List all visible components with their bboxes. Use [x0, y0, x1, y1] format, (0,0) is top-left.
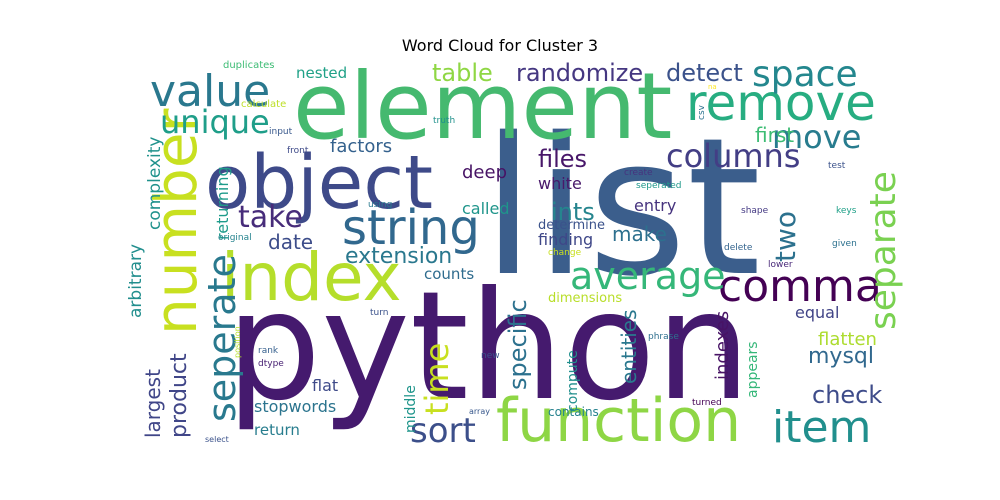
- word-move: move: [772, 118, 861, 156]
- word-average: average: [570, 254, 726, 298]
- word-na: na: [708, 83, 717, 91]
- word-table: table: [432, 59, 493, 87]
- word-factors: factors: [330, 136, 392, 157]
- word-randomize: randomize: [516, 59, 643, 87]
- word-value: value: [150, 66, 270, 117]
- word-create: create: [624, 168, 653, 178]
- word-deep: deep: [462, 162, 507, 183]
- word-turn: turn: [370, 308, 388, 318]
- word-appears: appears: [745, 341, 761, 398]
- word-item: item: [772, 402, 871, 453]
- word-check: check: [812, 381, 882, 409]
- word-sort: sort: [410, 411, 476, 451]
- word-dimensions: dimensions: [548, 291, 622, 306]
- word-entry: entry: [634, 196, 676, 215]
- word-indexes: indexes: [712, 311, 733, 380]
- word-compute: compute: [565, 350, 581, 412]
- word-return: return: [254, 421, 300, 439]
- word-stopwords: stopwords: [254, 397, 336, 416]
- word-delete: delete: [724, 243, 753, 253]
- word-turned: turned: [692, 398, 722, 408]
- word-date: date: [268, 230, 313, 254]
- word-input: input: [269, 127, 293, 137]
- word-product: product: [167, 353, 192, 438]
- word-middle: middle: [403, 385, 419, 433]
- word-keys: keys: [836, 206, 857, 216]
- word-array: array: [469, 407, 490, 416]
- word-finding: finding: [538, 230, 593, 249]
- word-number: number: [142, 108, 210, 335]
- word-two: two: [769, 211, 802, 262]
- word-list: list: [482, 97, 761, 318]
- word-object: object: [205, 140, 433, 226]
- word-position: position: [233, 326, 242, 358]
- word-select: select: [205, 435, 229, 444]
- word-given: given: [832, 239, 857, 249]
- word-remove: remove: [686, 74, 876, 132]
- chart-title: Word Cloud for Cluster 3: [401, 36, 599, 55]
- word-extension: extension: [345, 244, 452, 269]
- word-string: string: [342, 200, 480, 256]
- word-truth: truth: [433, 116, 455, 126]
- word-columns: columns: [666, 137, 800, 175]
- word-time: time: [418, 343, 456, 415]
- word-change: change: [548, 248, 582, 258]
- word-csv: csv: [697, 104, 707, 120]
- word-detect: detect: [666, 59, 743, 87]
- word-front: front: [287, 146, 309, 156]
- word-take: take: [238, 200, 303, 235]
- word-python: python: [226, 260, 751, 434]
- word-calculate: calculate: [241, 99, 286, 110]
- word-ints: ints: [551, 198, 595, 226]
- word-duplicates: duplicates: [223, 60, 275, 71]
- word-space: space: [752, 54, 858, 95]
- word-separate: separate: [863, 171, 904, 330]
- word-arbitrary: arbitrary: [126, 244, 146, 318]
- word-using: using: [368, 200, 392, 210]
- word-called: called: [462, 199, 510, 218]
- word-complexity: complexity: [145, 137, 165, 231]
- word-unique: unique: [160, 103, 270, 141]
- word-white: white: [538, 174, 582, 193]
- word-largest: largest: [141, 369, 165, 438]
- word-element: element: [293, 53, 672, 160]
- word-counts: counts: [424, 265, 474, 283]
- word-index: index: [221, 239, 402, 316]
- word-new: new: [481, 351, 500, 361]
- word-dtype: dtype: [258, 359, 284, 369]
- word-make: make: [612, 222, 667, 246]
- word-nested: nested: [296, 64, 347, 82]
- word-test: test: [828, 161, 846, 171]
- word-equal: equal: [795, 303, 839, 322]
- word-determine: determine: [538, 218, 605, 233]
- word-returning: returning: [213, 166, 232, 240]
- word-phrase: phrase: [648, 332, 679, 342]
- word-specific: specific: [504, 299, 532, 390]
- word-rank: rank: [258, 346, 279, 356]
- word-entities: entities: [617, 309, 641, 384]
- word-shape: shape: [741, 206, 769, 216]
- word-original: original: [218, 233, 252, 243]
- word-seperate: seperate: [200, 254, 244, 422]
- word-contains: contains: [548, 405, 599, 419]
- word-lower: lower: [768, 260, 793, 270]
- word-comma: comma: [718, 261, 882, 312]
- word-flatten: flatten: [818, 329, 877, 350]
- word-seperated: seperated: [636, 181, 681, 191]
- word-files: files: [538, 145, 587, 173]
- word-function: function: [496, 386, 741, 456]
- word-flat: flat: [312, 376, 338, 395]
- word-mysql: mysql: [808, 344, 874, 369]
- word-first: first: [755, 123, 794, 147]
